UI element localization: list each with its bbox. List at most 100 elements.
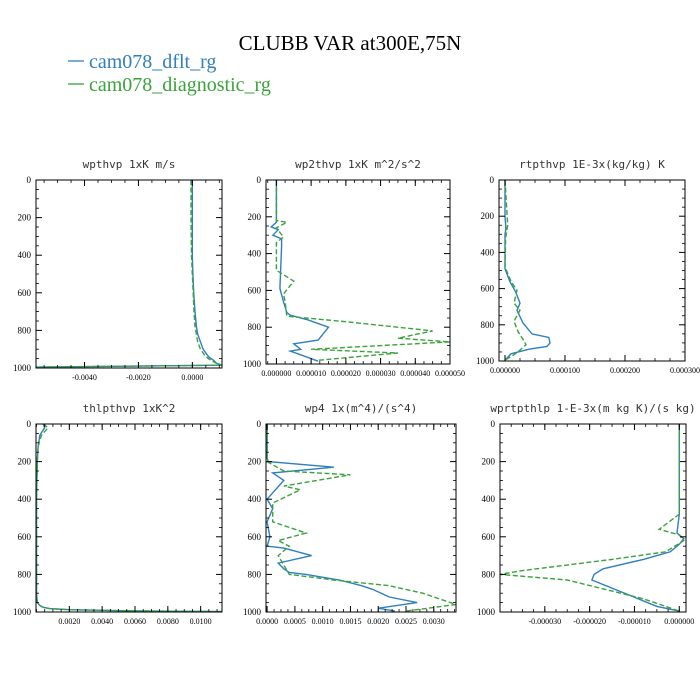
panel-6: wprtpthlp 1-E-3x(m kg K)/(s kg) 0 200 400 60…: [477, 402, 696, 626]
panel-1: wpthvp 1xK m/s 0 200 400 600 800 1000 -0.0040 -0…: [13, 158, 223, 382]
plot-frame: [498, 179, 686, 362]
y-tick-label: 200: [18, 213, 32, 223]
plot-frame: [265, 423, 457, 613]
x-tick-label: 0.0030: [423, 617, 445, 626]
x-tick-label: 0.000000: [261, 369, 291, 378]
x-tick-label: 0.0010: [312, 617, 334, 626]
x-tick-label: -0.000010: [618, 617, 651, 626]
panel-title: rtpthvp 1E-3x(kg/kg) K: [519, 158, 665, 171]
series-line-dflt: [36, 180, 222, 368]
series-line-diagnostic: [266, 424, 456, 612]
panel-title: wpthvp 1xK m/s: [83, 158, 176, 171]
plot-frame: [499, 423, 687, 613]
x-tick-label: -0.000030: [528, 617, 561, 626]
x-tick-label: -0.0020: [126, 373, 151, 382]
y-tick-label: 600: [481, 284, 495, 294]
y-tick-label: 0: [27, 175, 32, 185]
y-tick-label: 400: [18, 494, 32, 504]
legend-label-diagnostic: cam078_diagnostic_rg: [89, 74, 271, 96]
series-line-diagnostic: [500, 424, 685, 612]
x-tick-label: 0.0100: [190, 617, 212, 626]
series-line-diagnostic: [36, 424, 222, 612]
y-tick-label: 800: [481, 320, 495, 330]
y-tick-label: 800: [482, 569, 496, 579]
panel-title: wp2thvp 1xK m^2/s^2: [295, 158, 421, 171]
x-tick-label: 0.000030: [366, 369, 396, 378]
y-tick-label: 400: [248, 249, 262, 259]
x-tick-label: 0.000200: [610, 366, 640, 375]
x-tick-label: 0.0040: [91, 617, 113, 626]
y-tick-label: 200: [18, 457, 32, 467]
x-tick-label: 0.0000: [256, 617, 278, 626]
y-tick-label: 600: [18, 288, 32, 298]
y-tick-label: 600: [482, 532, 496, 542]
y-tick-label: 1000: [476, 356, 495, 366]
y-tick-label: 400: [482, 494, 496, 504]
x-tick-label: -0.0040: [72, 373, 97, 382]
y-tick-label: 0: [490, 175, 495, 185]
y-tick-label: 800: [248, 569, 262, 579]
plot-frame: [265, 179, 451, 365]
x-tick-label: 0.000050: [435, 369, 465, 378]
y-tick-label: 600: [248, 285, 262, 295]
panel-2: wp2thvp 1xK m^2/s^2020040060080010000.00…: [243, 158, 465, 378]
panel-5: wp4 1x(m^4)/(s^4) 0 200 400 600 800 10000.0000…: [243, 402, 457, 626]
series-line-diagnostic: [504, 180, 527, 361]
panel-title: wp4 1x(m^4)/(s^4): [305, 402, 418, 415]
y-tick-label: 200: [481, 211, 495, 221]
legend-label-dflt: cam078_dflt_rg: [89, 51, 216, 73]
y-tick-label: 400: [481, 247, 495, 257]
y-tick-label: 800: [248, 322, 262, 332]
y-tick-label: 1000: [13, 607, 32, 617]
y-tick-label: 0: [257, 419, 262, 429]
y-tick-label: 1000: [13, 363, 32, 373]
y-tick-label: 800: [18, 325, 32, 335]
x-tick-label: 0.0080: [157, 617, 179, 626]
x-tick-label: 0.0060: [124, 617, 146, 626]
y-tick-label: 0: [257, 175, 262, 185]
x-tick-label: 0.0015: [339, 617, 361, 626]
series-line-diagnostic: [36, 180, 222, 368]
x-tick-label: 0.000010: [296, 369, 326, 378]
x-tick-label: 0.000000: [664, 617, 694, 626]
panel-4: thlpthvp 1xK^2 0 200 400 600 800 1000 0.0020 0.0…: [13, 402, 223, 626]
y-tick-label: 400: [248, 494, 262, 504]
y-tick-label: 1000: [477, 607, 496, 617]
x-tick-label: 0.0025: [395, 617, 417, 626]
figure-title: CLUBB VAR at300E,75N: [239, 31, 462, 55]
y-tick-label: 600: [18, 532, 32, 542]
series-line-dflt: [36, 424, 222, 612]
y-tick-label: 1000: [243, 607, 262, 617]
y-tick-label: 600: [248, 532, 262, 542]
y-tick-label: 200: [248, 457, 262, 467]
x-tick-label: 0.000100: [550, 366, 580, 375]
y-tick-label: 800: [18, 569, 32, 579]
panel-title: wprtpthlp 1-E-3x(m kg K)/(s kg): [490, 402, 695, 415]
series-line-dflt: [504, 180, 551, 361]
y-tick-label: 400: [18, 250, 32, 260]
plot-frame: [35, 423, 223, 613]
series-line-dflt: [590, 424, 685, 612]
x-tick-label: 0.000040: [400, 369, 430, 378]
x-tick-label: 0.0020: [367, 617, 389, 626]
series-line-diagnostic: [275, 180, 450, 361]
series-line-dflt: [269, 180, 330, 362]
x-tick-label: 0.0005: [284, 617, 306, 626]
legend: cam078_dflt_rg cam078_diagnostic_rg: [68, 51, 271, 96]
panel-title: thlpthvp 1xK^2: [83, 402, 176, 415]
series-line-dflt: [266, 424, 418, 612]
x-tick-label: -0.000020: [573, 617, 606, 626]
y-tick-label: 200: [248, 212, 262, 222]
y-tick-label: 1000: [243, 359, 262, 369]
x-tick-label: 0.0000: [181, 373, 203, 382]
x-tick-label: 0.000000: [490, 366, 520, 375]
y-tick-label: 200: [482, 457, 496, 467]
y-tick-label: 0: [491, 419, 496, 429]
x-tick-label: 0.000020: [331, 369, 361, 378]
x-tick-label: 0.000300: [670, 366, 700, 375]
y-tick-label: 0: [27, 419, 32, 429]
x-tick-label: 0.0020: [58, 617, 80, 626]
plot-frame: [35, 179, 223, 369]
panel-3: rtpthvp 1E-3x(kg/kg) K020040060080010000…: [476, 158, 700, 375]
